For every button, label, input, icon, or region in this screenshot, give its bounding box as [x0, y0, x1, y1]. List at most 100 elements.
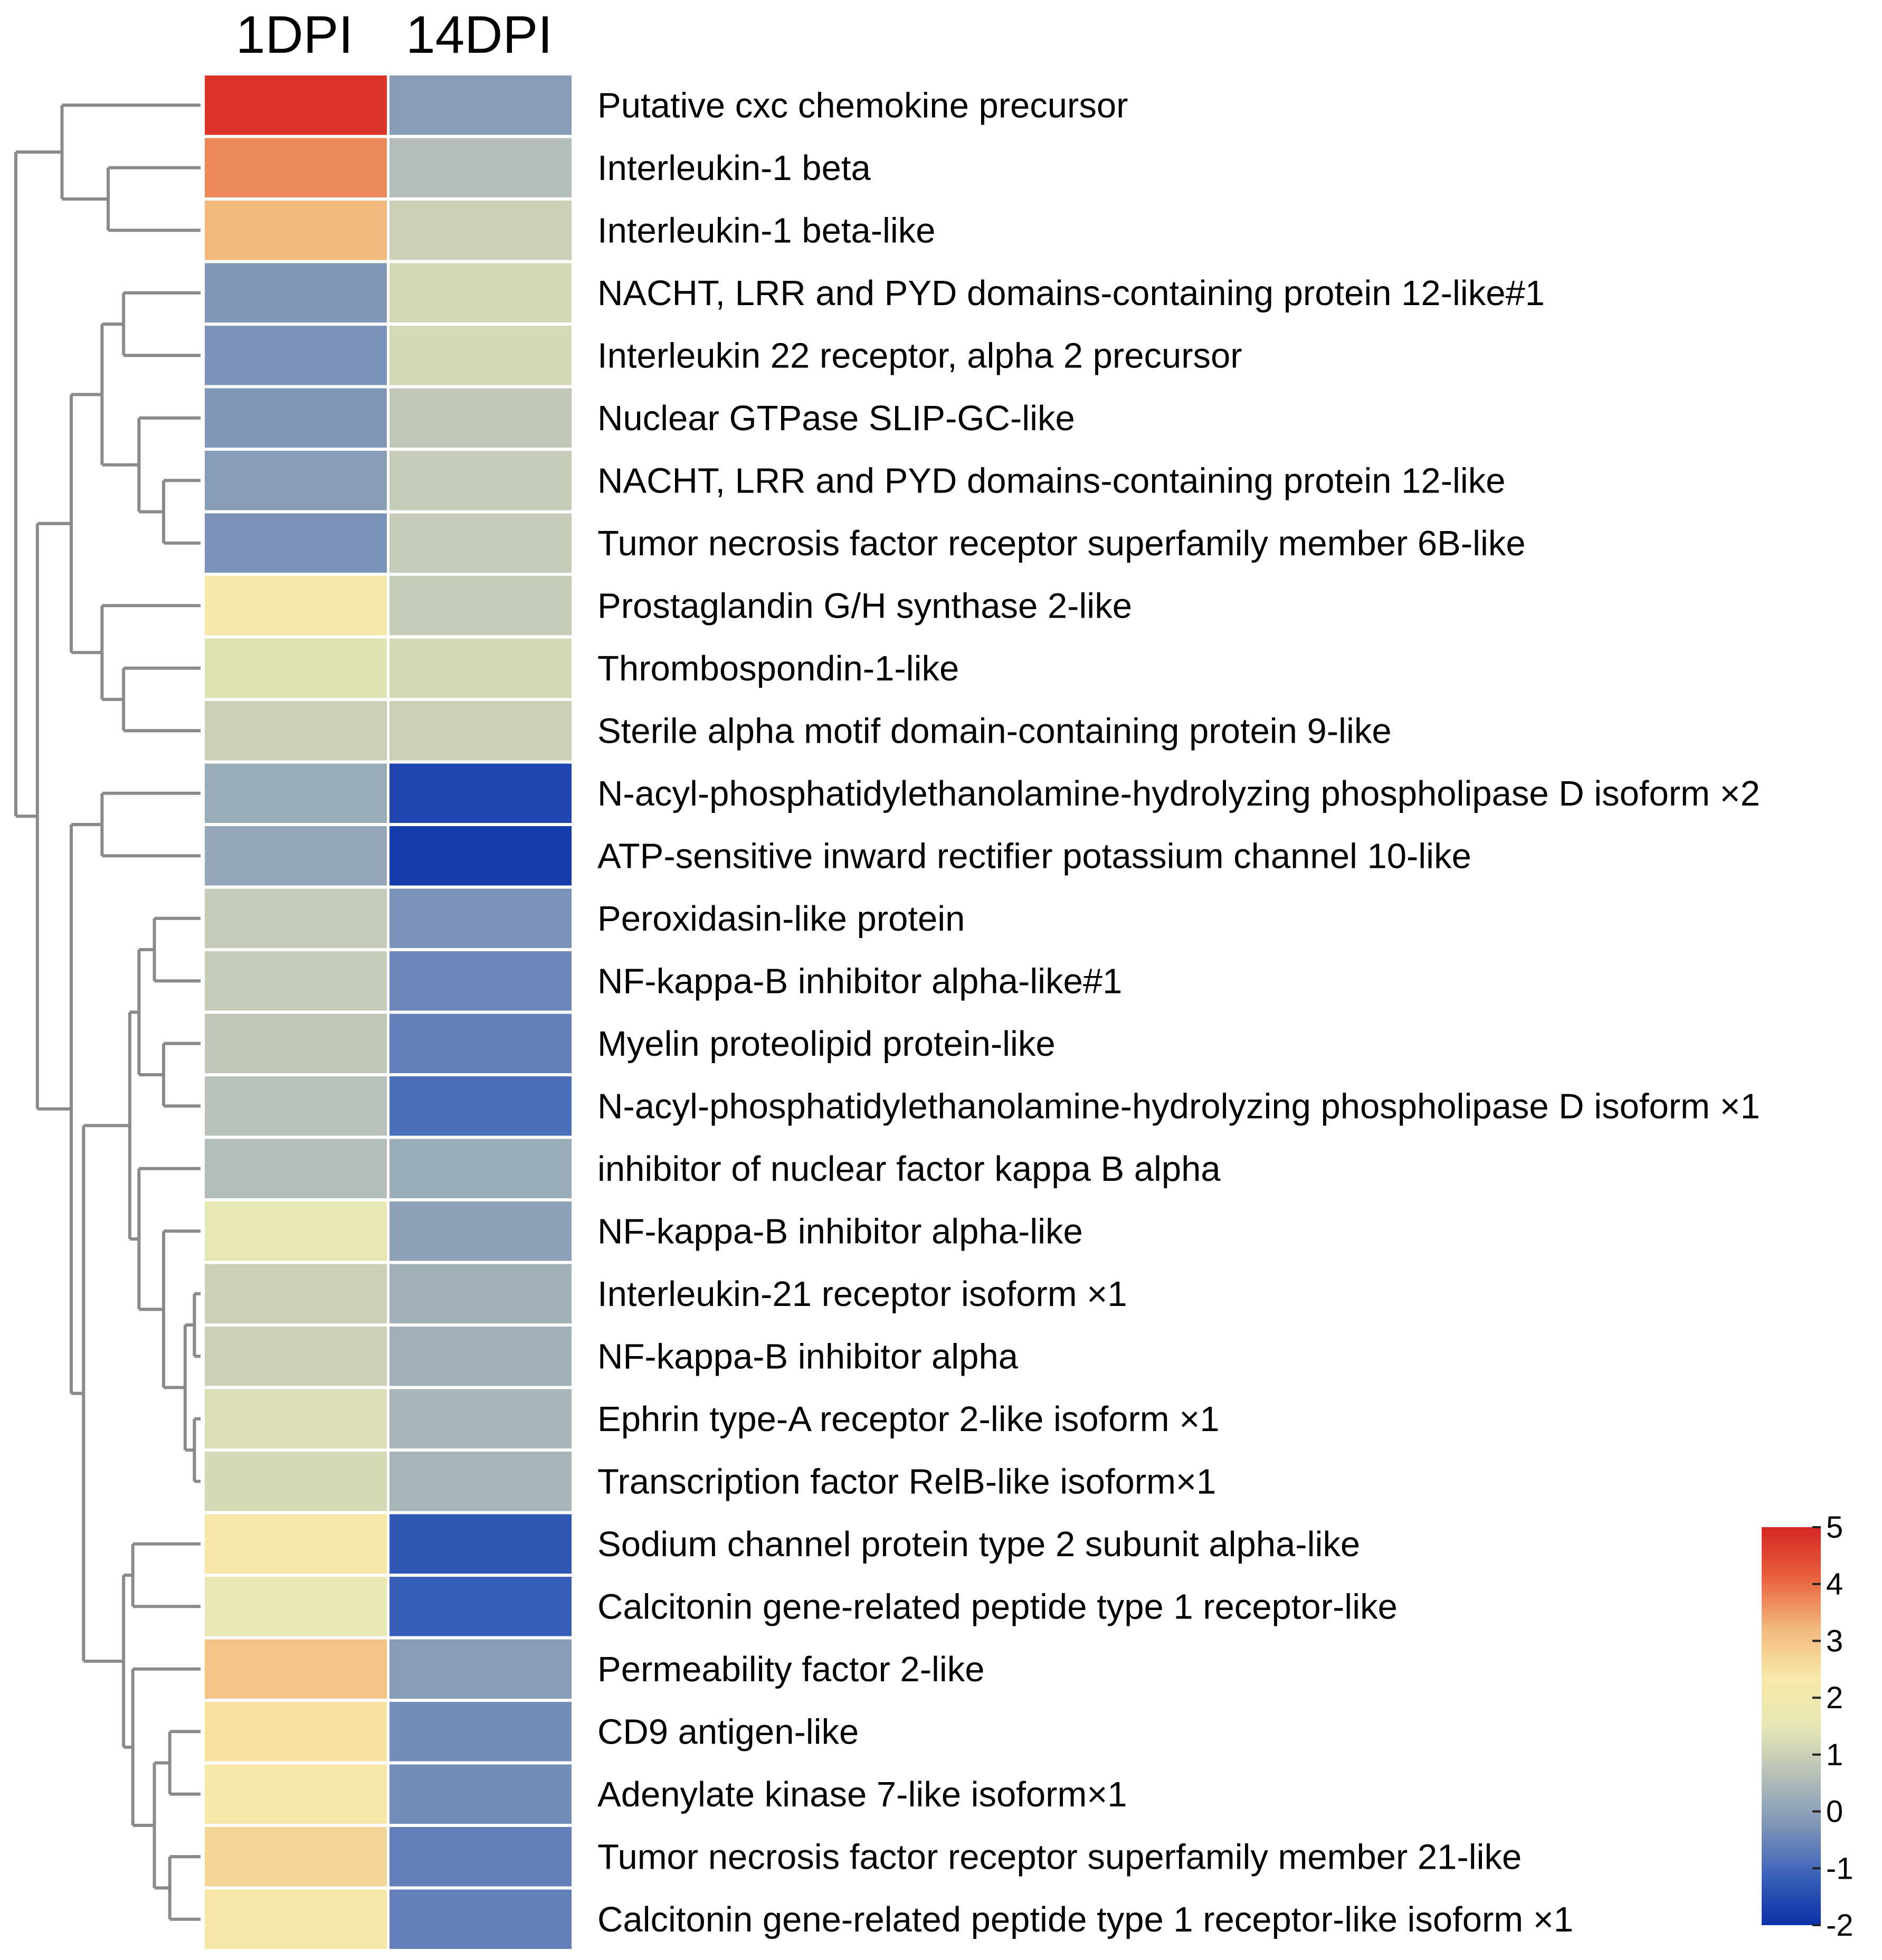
heatmap-cell — [389, 263, 572, 323]
row-label: NACHT, LRR and PYD domains-containing pr… — [597, 461, 1505, 500]
heatmap-cell — [205, 1889, 387, 1949]
row-label: Interleukin-21 receptor isoform ×1 — [597, 1274, 1127, 1314]
heatmap-cell — [389, 451, 572, 510]
colorbar-tick-label: 4 — [1826, 1567, 1843, 1602]
heatmap-cell — [205, 1577, 387, 1636]
colorbar-tick-label: 1 — [1826, 1738, 1843, 1772]
row-label: Tumor necrosis factor receptor superfami… — [597, 1837, 1522, 1877]
heatmap-cell — [389, 763, 572, 823]
colorbar-tick-label: -1 — [1826, 1851, 1854, 1886]
row-label: NF-kappa-B inhibitor alpha-like — [597, 1211, 1083, 1251]
row-label: Thrombospondin-1-like — [597, 649, 959, 688]
heatmap-cell — [205, 513, 387, 573]
heatmap-cell — [389, 638, 572, 698]
heatmap-cell — [389, 75, 572, 135]
heatmap-cell — [205, 263, 387, 323]
colorbar-gradient — [1762, 1527, 1821, 1925]
heatmap-cell — [389, 201, 572, 260]
heatmap-cell — [389, 513, 572, 573]
heatmap-cell — [389, 1201, 572, 1261]
heatmap-cell — [205, 451, 387, 510]
heatmap-cell — [389, 1514, 572, 1574]
column-label-14dpi: 14DPI — [406, 5, 553, 64]
colorbar-tick-label: 5 — [1826, 1510, 1843, 1545]
heatmap-cell — [205, 1201, 387, 1261]
heatmap-cell — [205, 1014, 387, 1073]
heatmap-cell — [389, 1452, 572, 1511]
colorbar: 5 4 3 2 1 0 -1 -2 — [1762, 1510, 1854, 1943]
row-label: Sodium channel protein type 2 subunit al… — [597, 1525, 1360, 1564]
heatmap-cell — [389, 138, 572, 197]
heatmap-cell — [205, 1139, 387, 1198]
heatmap-cell — [389, 1139, 572, 1198]
row-label: Myelin proteolipid protein-like — [597, 1024, 1056, 1064]
heatmap-cell — [205, 826, 387, 886]
heatmap-cell — [389, 388, 572, 448]
heatmap-cells — [205, 75, 572, 1949]
colorbar-tick-label: -2 — [1826, 1908, 1854, 1943]
heatmap-cell — [205, 1389, 387, 1448]
row-label: N-acyl-phosphatidylethanolamine-hydrolyz… — [597, 774, 1760, 813]
heatmap-cell — [389, 826, 572, 886]
row-label: Adenylate kinase 7-like isoform×1 — [597, 1775, 1127, 1814]
heatmap-cell — [205, 888, 387, 948]
row-label: Ephrin type-A receptor 2-like isoform ×1 — [597, 1399, 1220, 1439]
row-label: Calcitonin gene-related peptide type 1 r… — [597, 1900, 1573, 1939]
heatmap-cell — [205, 1827, 387, 1887]
heatmap-cell — [389, 951, 572, 1011]
heatmap-cell — [389, 1327, 572, 1386]
column-label-1dpi: 1DPI — [236, 5, 353, 64]
row-labels: Putative cxc chemokine precursor Interleu… — [597, 86, 1760, 1939]
row-label: NF-kappa-B inhibitor alpha-like#1 — [597, 961, 1122, 1001]
heatmap-cell — [389, 1264, 572, 1323]
row-label: Transcription factor RelB-like isoform×1 — [597, 1462, 1216, 1501]
row-label: N-acyl-phosphatidylethanolamine-hydrolyz… — [597, 1086, 1760, 1126]
heatmap-cell — [389, 1702, 572, 1762]
heatmap-cell — [205, 75, 387, 135]
heatmap-cell — [389, 1076, 572, 1136]
heatmap-cell — [205, 201, 387, 260]
heatmap-cell — [389, 1827, 572, 1887]
heatmap-cell — [389, 1889, 572, 1949]
heatmap-cell — [389, 1389, 572, 1448]
heatmap-cell — [205, 326, 387, 385]
heatmap-cell — [205, 1702, 387, 1762]
row-label: NACHT, LRR and PYD domains-containing pr… — [597, 273, 1545, 313]
row-label: ATP-sensitive inward rectifier potassium… — [597, 836, 1471, 876]
heatmap-cell — [205, 1264, 387, 1323]
heatmap-cell — [205, 388, 387, 448]
row-label: inhibitor of nuclear factor kappa B alph… — [597, 1149, 1221, 1189]
row-label: Nuclear GTPase SLIP-GC-like — [597, 399, 1075, 438]
heatmap-cell — [205, 1639, 387, 1699]
heatmap-cell — [205, 1764, 387, 1824]
heatmap-cell — [389, 701, 572, 761]
heatmap-cell — [205, 1514, 387, 1574]
row-label: Permeability factor 2-like — [597, 1650, 985, 1689]
heatmap-cell — [205, 951, 387, 1011]
heatmap-cell — [389, 326, 572, 385]
colorbar-tick-label: 0 — [1826, 1795, 1843, 1829]
row-label: Tumor necrosis factor receptor superfami… — [597, 524, 1526, 563]
row-label: Calcitonin gene-related peptide type 1 r… — [597, 1587, 1398, 1626]
row-label: Interleukin-1 beta-like — [597, 211, 936, 250]
heatmap-cell — [389, 888, 572, 948]
heatmap-cell — [205, 763, 387, 823]
heatmap-cell — [205, 1327, 387, 1386]
heatmap-cell — [205, 576, 387, 636]
column-labels: 1DPI 14DPI — [236, 5, 553, 64]
heatmap-cell — [389, 1014, 572, 1073]
heatmap-cell — [205, 138, 387, 197]
colorbar-tick-label: 2 — [1826, 1681, 1843, 1715]
heatmap-cell — [205, 1076, 387, 1136]
colorbar-tick-label: 3 — [1826, 1624, 1843, 1658]
heatmap-cell — [205, 701, 387, 761]
heatmap-cell — [389, 576, 572, 636]
row-label: Prostaglandin G/H synthase 2-like — [597, 586, 1132, 626]
row-label: Putative cxc chemokine precursor — [597, 86, 1128, 125]
heatmap-cell — [389, 1764, 572, 1824]
row-label: CD9 antigen-like — [597, 1712, 859, 1751]
row-label: Peroxidasin-like protein — [597, 899, 965, 939]
heatmap-cell — [389, 1577, 572, 1636]
heatmap-cell — [205, 638, 387, 698]
